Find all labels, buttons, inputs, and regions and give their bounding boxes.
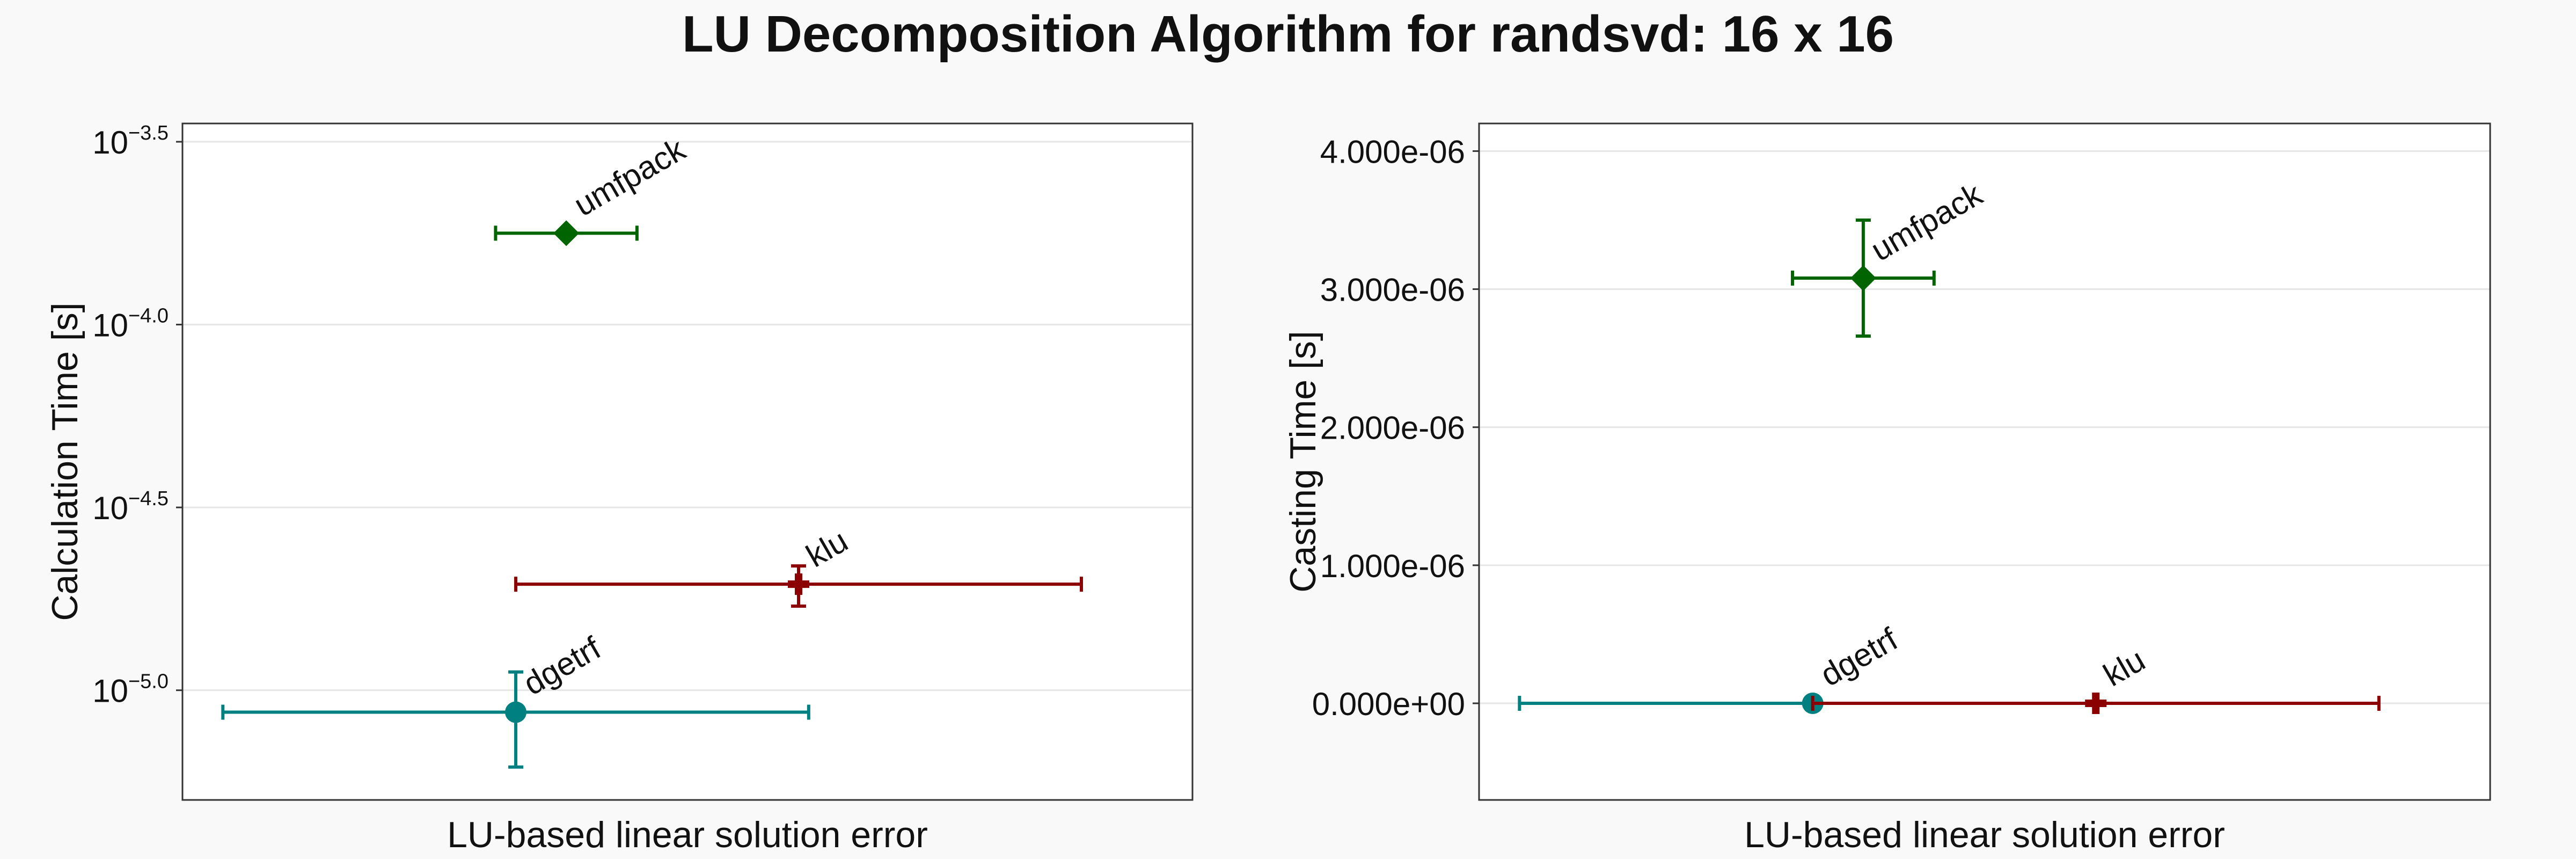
x-axis-label: LU-based linear solution error xyxy=(447,814,928,855)
y-tick-label: 3.000e-06 xyxy=(1320,272,1465,308)
casting-time-panel: 0.000e+00 1.000e-06 2.000e-06 3.000e-06 4.00… xyxy=(1283,122,2491,855)
figure-title: LU Decomposition Algorithm for randsvd: … xyxy=(682,5,1894,63)
y-tick-label: 0.000e+00 xyxy=(1312,686,1465,722)
y-tick-label: 10−3.5 xyxy=(92,122,169,161)
klu-point xyxy=(2085,693,2107,714)
calculation-time-panel: 10−5.0 10−4.5 10−4.0 10−3.5 LU-based linear … xyxy=(45,122,1194,855)
plot-frame xyxy=(181,122,1194,801)
plot-frame xyxy=(1478,122,2491,801)
y-tick-label: 1.000e-06 xyxy=(1320,548,1465,584)
y-tick-label: 10−4.5 xyxy=(92,487,169,526)
umfpack-point xyxy=(1850,265,1876,291)
klu-point xyxy=(788,573,810,595)
y-tick-label: 2.000e-06 xyxy=(1320,410,1465,446)
dgetrf-point xyxy=(505,701,527,723)
umfpack-point xyxy=(553,220,580,246)
y-axis-label: Calculation Time [s] xyxy=(45,302,85,621)
y-tick-label: 4.000e-06 xyxy=(1320,134,1465,170)
x-axis-label: LU-based linear solution error xyxy=(1744,814,2225,855)
plot-area xyxy=(1479,123,2490,800)
y-tick-label: 10−4.0 xyxy=(92,305,169,344)
plot-area xyxy=(182,123,1192,800)
y-tick-label: 10−5.0 xyxy=(92,671,169,709)
y-axis-label: Casting Time [s] xyxy=(1283,331,1323,593)
